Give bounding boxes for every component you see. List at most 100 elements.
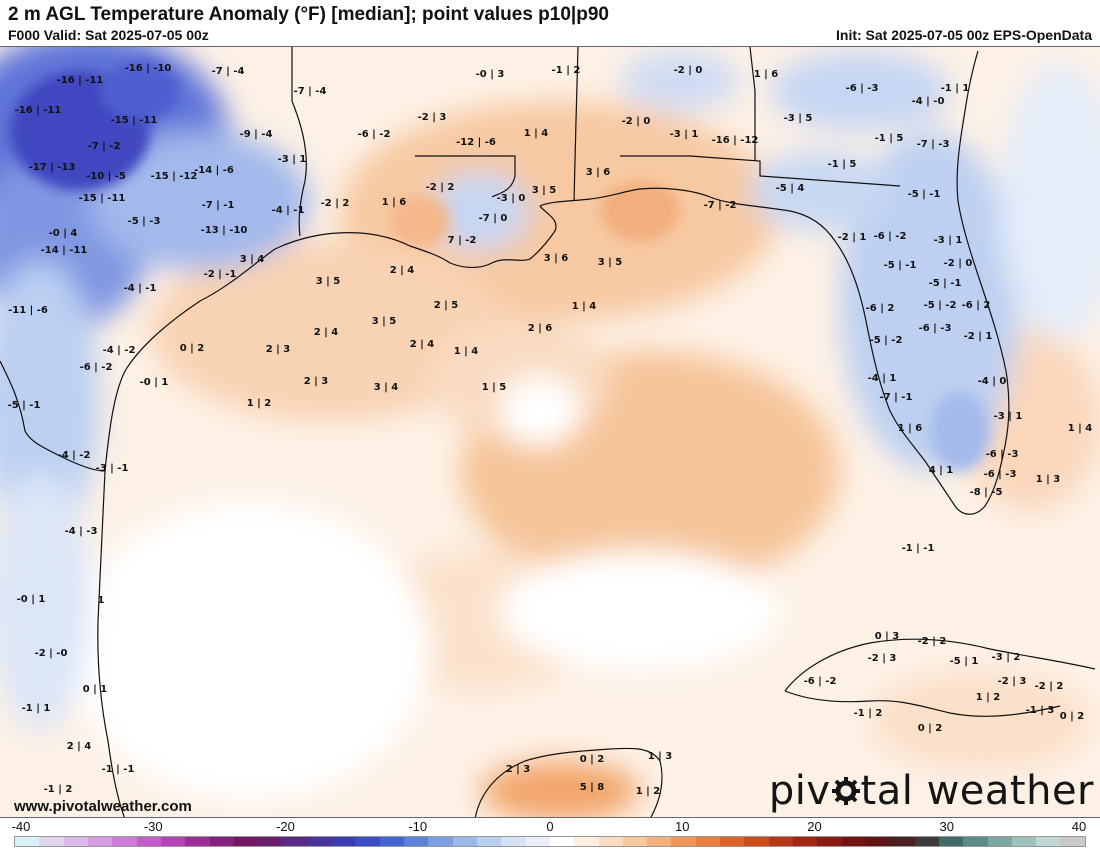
point-value-label: 1 | 3 xyxy=(648,751,673,762)
point-value-label: 1 | 4 xyxy=(572,301,597,312)
point-value-label: -1 | 1 xyxy=(22,703,51,714)
point-value-label: -5 | -2 xyxy=(924,300,957,311)
colorbar-swatch xyxy=(598,837,623,846)
point-value-label: -7 | -3 xyxy=(917,139,950,150)
point-value-label: 0 | 2 xyxy=(918,723,943,734)
colorbar-swatch xyxy=(574,837,599,846)
point-value-label: -5 | -3 xyxy=(128,216,161,227)
point-value-label: -7 | 0 xyxy=(479,213,508,224)
point-value-label: -7 | -2 xyxy=(88,141,121,152)
point-value-label: -5 | -1 xyxy=(8,400,41,411)
colorbar-swatch xyxy=(817,837,842,846)
colorbar-swatch xyxy=(185,837,210,846)
map-canvas: -16 | -11 -16 | -10 -7 | -4 -0 | 3 -1 | 2 -2 … xyxy=(0,47,1100,817)
point-value-label: -4 | 0 xyxy=(978,376,1007,387)
point-value-label: 2 | 3 xyxy=(266,344,291,355)
point-value-label: 1 | 6 xyxy=(898,423,923,434)
point-value-label: -9 | -4 xyxy=(240,129,273,140)
point-value-label: -5 | -1 xyxy=(884,260,917,271)
point-value-label: -0 | 3 xyxy=(476,69,505,80)
point-value-label: -6 | -3 xyxy=(919,323,952,334)
point-value-label: -3 | 5 xyxy=(784,113,813,124)
point-value-label: -1 | -1 xyxy=(902,543,935,554)
point-value-label: 2 | 4 xyxy=(314,327,339,338)
colorbar-swatch xyxy=(744,837,769,846)
colorbar-swatch xyxy=(549,837,575,846)
colorbar-swatch xyxy=(647,837,672,846)
colorbar-swatch xyxy=(233,837,259,846)
colorbar-swatch xyxy=(622,837,648,846)
point-value-label: -2 | 2 xyxy=(426,182,455,193)
point-value-label: -3 | 1 xyxy=(994,411,1023,422)
colorbar-tick-label: -40 xyxy=(11,819,31,834)
colorbar-swatch xyxy=(890,837,915,846)
point-value-label: -3 | 2 xyxy=(992,652,1021,663)
point-value-label: -7 | -4 xyxy=(212,66,245,77)
colorbar-swatch xyxy=(63,837,88,846)
point-value-label: -3 | 1 xyxy=(278,154,307,165)
colorbar-swatch xyxy=(1036,837,1061,846)
point-value-label: -2 | 1 xyxy=(838,232,867,243)
point-value-label: 2 | 4 xyxy=(410,339,435,350)
point-value-label: -6 | -3 xyxy=(986,449,1019,460)
point-value-label: -2 | 2 xyxy=(918,636,947,647)
point-value-label: 2 | 4 xyxy=(390,265,415,276)
colorbar-swatch xyxy=(1011,837,1037,846)
point-value-label: -10 | -5 xyxy=(86,171,126,182)
point-value-label: 1 | 4 xyxy=(524,128,549,139)
point-value-label: -7 | -1 xyxy=(880,392,913,403)
point-value-label: -3 | -1 xyxy=(96,463,129,474)
colorbar-swatch xyxy=(404,837,429,846)
colorbar-swatch xyxy=(841,837,866,846)
gear-icon xyxy=(831,770,861,816)
point-value-label: -2 | 3 xyxy=(418,112,447,123)
point-value-label: 1 | 6 xyxy=(754,69,779,80)
colorbar-swatch xyxy=(355,837,380,846)
point-value-label: 1 | 2 xyxy=(636,786,661,797)
point-value-label: -6 | 2 xyxy=(866,303,895,314)
point-value-label: 3 | 4 xyxy=(240,254,265,265)
point-value-label: 3 | 5 xyxy=(316,276,341,287)
point-value-label: -7 | -4 xyxy=(294,86,327,97)
point-value-label: -4 | 1 xyxy=(868,373,897,384)
colorbar-swatch xyxy=(331,837,356,846)
point-value-label: -2 | 3 xyxy=(998,676,1027,687)
point-value-label: -2 | -1 xyxy=(204,269,237,280)
point-value-label: -4 | -2 xyxy=(103,345,136,356)
colorbar-swatch xyxy=(476,837,502,846)
point-value-label: -2 | 2 xyxy=(1035,681,1064,692)
colorbar-swatch xyxy=(452,837,477,846)
point-value-label: -7 | -1 xyxy=(202,200,235,211)
colorbar-swatch xyxy=(865,837,891,846)
point-value-label: 4 | 1 xyxy=(929,465,954,476)
colorbar-swatch xyxy=(914,837,939,846)
point-value-label: 1 | 3 xyxy=(1036,474,1061,485)
point-value-label: -2 | 2 xyxy=(321,198,350,209)
point-value-label: -1 | 2 xyxy=(44,784,73,795)
coastlines xyxy=(0,47,1096,817)
colorbar-swatch xyxy=(258,837,283,846)
point-value-label: -7 | -2 xyxy=(704,200,737,211)
point-value-label: 3 | 4 xyxy=(374,382,399,393)
point-value-label: 3 | 5 xyxy=(372,316,397,327)
point-value-label: -6 | 2 xyxy=(962,300,991,311)
colorbar-swatch xyxy=(306,837,332,846)
point-value-label: 2 | 3 xyxy=(304,376,329,387)
point-value-label: 2 | 4 xyxy=(67,741,92,752)
point-value-label: -15 | -11 xyxy=(79,193,126,204)
point-value-label: -0 | 4 xyxy=(49,228,78,239)
anomaly-map[interactable]: -16 | -11 -16 | -10 -7 | -4 -0 | 3 -1 | 2 -2 … xyxy=(0,46,1100,818)
colorbar-swatch xyxy=(938,837,964,846)
colorbar-swatch xyxy=(695,837,721,846)
point-value-label: -3 | 0 xyxy=(497,193,526,204)
website-credit[interactable]: www.pivotalweather.com xyxy=(14,798,192,815)
point-value-label: -8 | -5 xyxy=(970,487,1003,498)
point-value-label: -12 | -6 xyxy=(456,137,496,148)
colorbar-swatch xyxy=(671,837,696,846)
point-value-label: 2 | 3 xyxy=(506,764,531,775)
colorbar-tick-label: 0 xyxy=(546,819,554,834)
colorbar-swatch xyxy=(1060,837,1085,846)
point-value-label: 0 | 2 xyxy=(1060,711,1085,722)
point-value-label: 1 xyxy=(98,595,105,606)
point-value-label: 0 | 2 xyxy=(180,343,205,354)
